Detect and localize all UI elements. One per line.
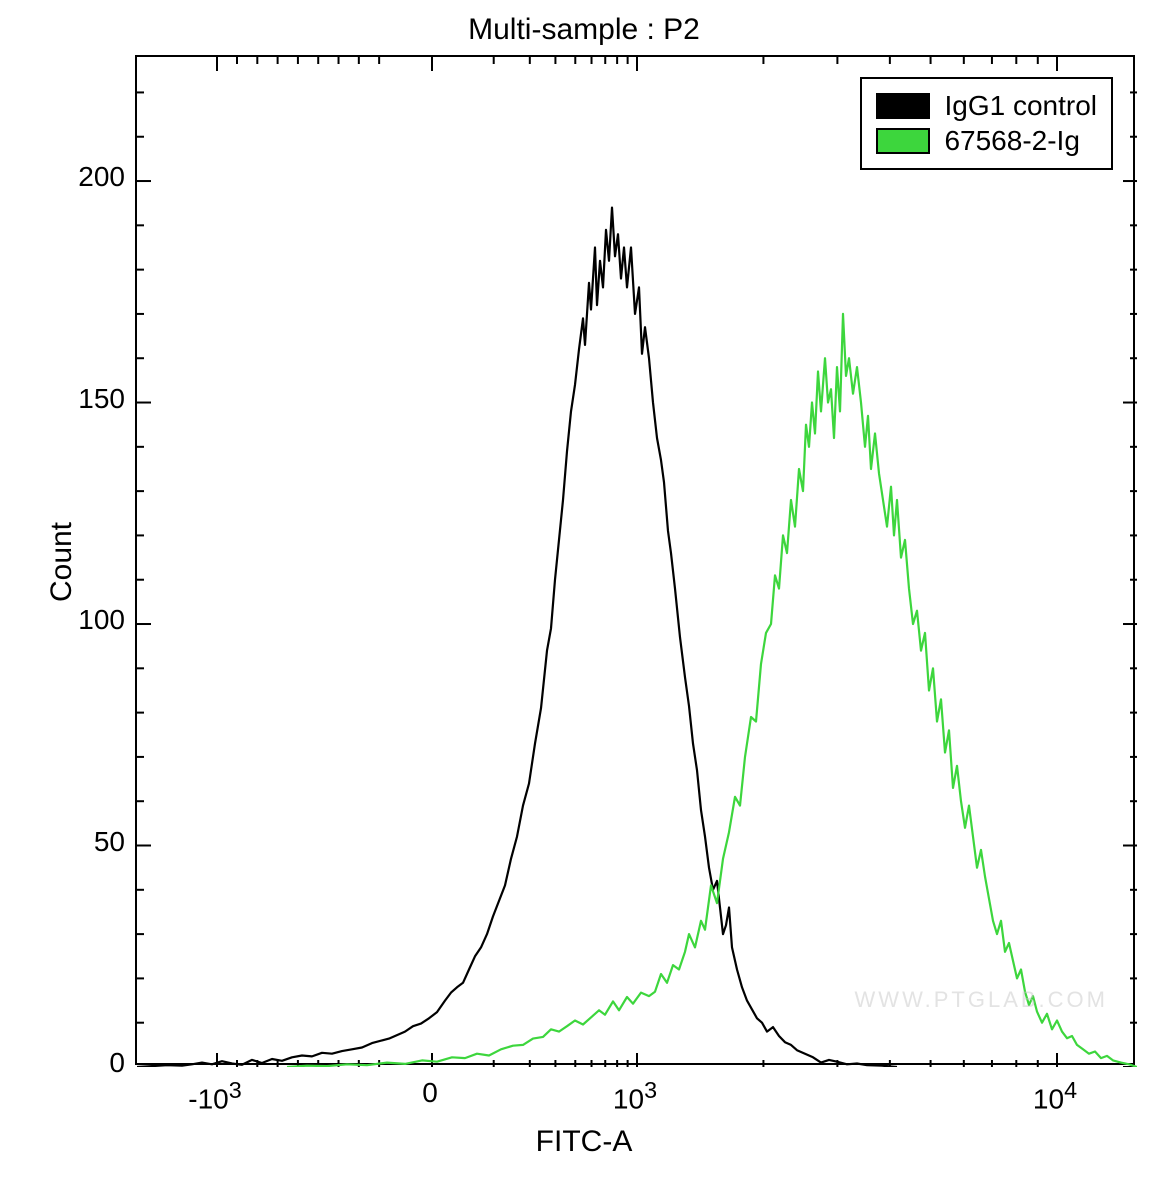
legend-swatch [876,93,930,119]
plot-area: IgG1 control67568-2-Ig WWW.PTGLAB.COM [135,55,1135,1065]
x-tick-label: 0 [370,1077,490,1109]
y-tick-label: 100 [65,604,125,636]
series-67568-2-ig [287,314,1137,1067]
y-axis-label: Count [45,522,79,602]
y-tick-label: 0 [65,1047,125,1079]
chart-container: Multi-sample : P2 Count IgG1 control6756… [0,0,1168,1187]
x-tick-label: 104 [995,1077,1115,1115]
x-tick-label: -103 [155,1077,275,1115]
x-tick-label: 103 [575,1077,695,1115]
chart-title: Multi-sample : P2 [0,13,1168,47]
y-tick-label: 50 [65,826,125,858]
legend-swatch [876,128,930,154]
legend-item: IgG1 control [876,90,1097,122]
y-tick-label: 150 [65,383,125,415]
legend-item: 67568-2-Ig [876,125,1097,157]
y-tick-label: 200 [65,161,125,193]
legend: IgG1 control67568-2-Ig [860,77,1113,170]
x-axis-label: FITC-A [0,1125,1168,1159]
legend-label: IgG1 control [944,90,1097,122]
series-igg1-control [137,208,897,1067]
legend-label: 67568-2-Ig [944,125,1079,157]
watermark: WWW.PTGLAB.COM [855,987,1108,1013]
plot-svg [137,57,1137,1067]
